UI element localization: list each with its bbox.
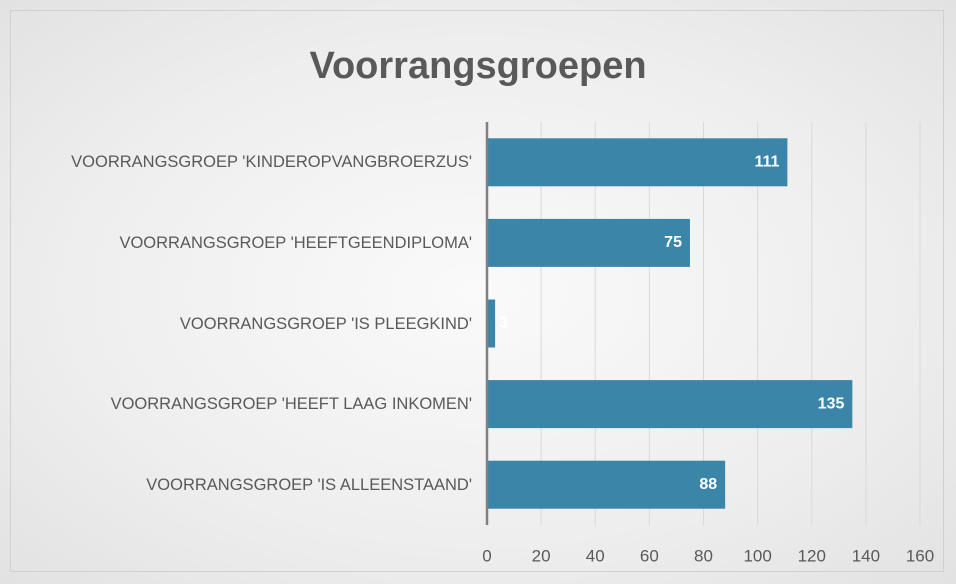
- y-tick-label: VOORRANGSGROEP 'IS ALLEENSTAAND': [12, 472, 472, 498]
- chart-border: [10, 10, 944, 572]
- bar: [487, 138, 788, 187]
- x-tick-label: 140: [852, 546, 880, 565]
- bar: [487, 218, 690, 267]
- bar: [487, 460, 726, 509]
- bar: [487, 299, 496, 348]
- x-tick-label: 100: [743, 546, 771, 565]
- y-tick-label: VOORRANGSGROEP 'HEEFTGEENDIPLOMA': [12, 230, 472, 256]
- y-tick-text: VOORRANGSGROEP 'KINDEROPVANGBROERZUS': [71, 153, 472, 172]
- data-label: 75: [664, 234, 682, 251]
- x-tick-label: 80: [694, 546, 713, 565]
- x-tick-label: 40: [586, 546, 605, 565]
- y-tick-text: VOORRANGSGROEP 'HEEFTGEENDIPLOMA': [119, 233, 472, 252]
- x-tick-label: 120: [798, 546, 826, 565]
- y-tick-label: VOORRANGSGROEP 'KINDEROPVANGBROERZUS': [12, 149, 472, 175]
- y-tick-text: VOORRANGSGROEP 'HEEFT LAAG INKOMEN': [110, 395, 472, 414]
- data-label: 111: [754, 154, 779, 171]
- y-tick-label: VOORRANGSGROEP 'IS PLEEGKIND': [12, 311, 472, 337]
- bar: [487, 380, 853, 429]
- x-tick-label: 160: [906, 546, 934, 565]
- x-tick-label: 0: [482, 546, 491, 565]
- x-tick-label: 60: [640, 546, 659, 565]
- y-tick-text: VOORRANGSGROEP 'IS ALLEENSTAAND': [146, 475, 472, 494]
- data-label: 135: [818, 395, 845, 412]
- chart-title: Voorrangsgroepen: [309, 45, 646, 87]
- data-label: 3: [499, 315, 508, 332]
- y-tick-text: VOORRANGSGROEP 'IS PLEEGKIND': [179, 314, 472, 333]
- x-tick-label: 20: [532, 546, 551, 565]
- data-label: 88: [699, 476, 717, 493]
- y-tick-label: VOORRANGSGROEP 'HEEFT LAAG INKOMEN': [12, 391, 472, 417]
